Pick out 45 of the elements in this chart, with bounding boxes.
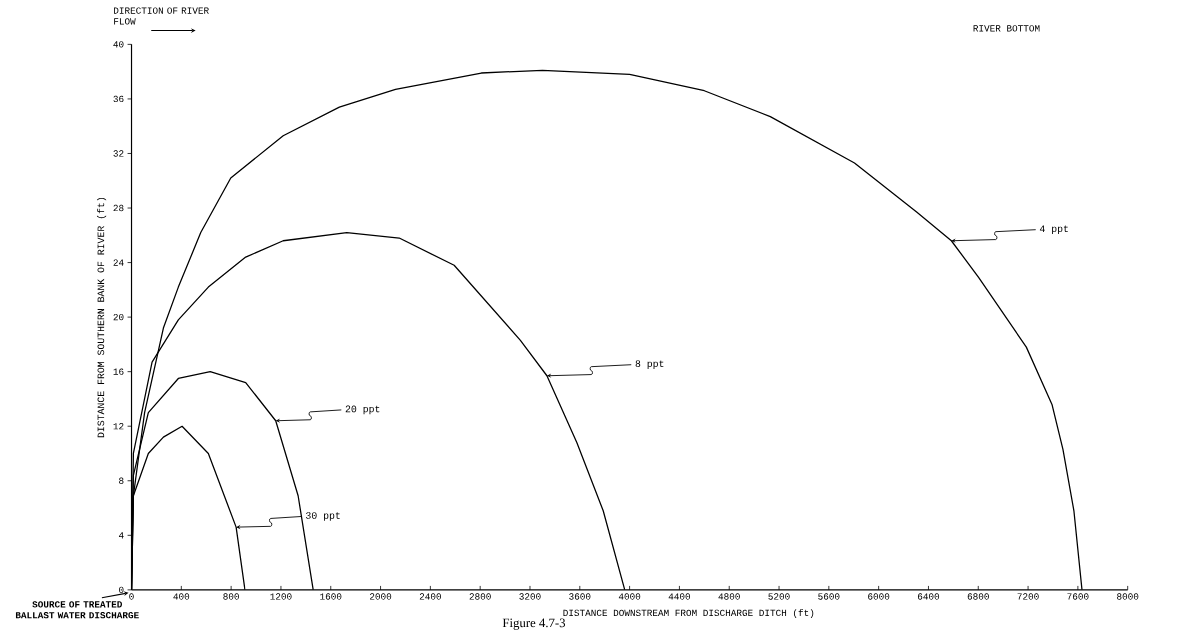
y-tick-label: 40 xyxy=(113,41,124,48)
y-tick-label: 16 xyxy=(113,368,124,375)
x-tick-label: 6000 xyxy=(868,593,890,600)
y-tick-label: 32 xyxy=(113,150,124,157)
x-tick-label: 400 xyxy=(173,593,190,600)
x-tick-label: 5200 xyxy=(768,593,790,600)
x-tick-label: 2000 xyxy=(370,593,392,600)
caption: Figure 4.7-3 xyxy=(502,618,566,630)
x-tick-label: 3600 xyxy=(569,593,591,600)
y-tick-label: 24 xyxy=(113,259,124,266)
x-tick-label: 2400 xyxy=(419,593,441,600)
y-tick-label: 20 xyxy=(113,313,124,321)
point xyxy=(236,524,241,530)
text: 30 ppt xyxy=(306,512,340,521)
point xyxy=(951,238,956,243)
x-tick-label: 3200 xyxy=(519,593,541,600)
annotation: SOURCE OF TREATED BALLAST WATER DISCHARGE xyxy=(15,601,139,619)
x-tick-label: 5600 xyxy=(818,593,840,600)
text: DIRECTION OF RIVER FLOW xyxy=(114,7,209,25)
y-tick-label: 0 xyxy=(119,586,124,593)
x-tick-label: 7600 xyxy=(1067,593,1089,600)
y-tick-label: 8 xyxy=(119,477,124,484)
text: 4 ppt xyxy=(1039,225,1068,234)
y-tick-label: 12 xyxy=(113,422,124,430)
x-tick-label: 1600 xyxy=(320,593,342,600)
y-tick-label: 36 xyxy=(113,95,124,102)
x-tick-label: 1200 xyxy=(270,593,292,600)
x-tick-label: 7200 xyxy=(1017,593,1039,600)
x-tick-label: 6400 xyxy=(917,593,940,600)
x-tick-label: 0 xyxy=(129,593,134,600)
text: 20 ppt xyxy=(345,405,380,415)
x-tick-label: 2800 xyxy=(469,593,491,600)
y-axis-title: DISTANCE FROM SOUTHERN BANK OF RIVER (ft) xyxy=(96,197,107,438)
text: RIVER BOTTOM xyxy=(973,25,1040,32)
x-tick-label: 4000 xyxy=(618,593,641,600)
x-tick-label: 4800 xyxy=(718,593,740,600)
x-tick-label: 4400 xyxy=(668,593,691,600)
point xyxy=(275,418,281,423)
y-tick-label: 4 xyxy=(118,532,124,539)
y-tick-label: 28 xyxy=(113,204,124,212)
x-axis-title: DISTANCE DOWNSTREAM FROM DISCHARGE DITCH (ft) xyxy=(563,609,814,618)
x-tick-label: 6800 xyxy=(967,593,989,600)
x-tick-label: 8000 xyxy=(1117,593,1139,600)
text: 8 ppt xyxy=(635,360,664,369)
x-tick-label: 800 xyxy=(223,593,239,600)
